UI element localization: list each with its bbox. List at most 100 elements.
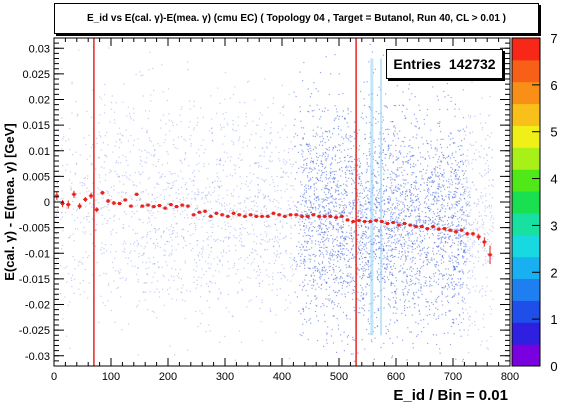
- density-cell: [227, 225, 229, 228]
- density-cell: [296, 201, 299, 203]
- density-cell: [345, 194, 347, 196]
- density-cell: [95, 137, 98, 140]
- density-cell: [331, 187, 333, 189]
- density-cell: [447, 295, 449, 297]
- density-cell: [420, 287, 422, 289]
- density-cell: [85, 206, 87, 208]
- density-cell: [318, 199, 320, 201]
- density-cell: [419, 219, 421, 221]
- density-cell: [395, 241, 397, 243]
- density-cell: [187, 349, 189, 351]
- density-cell: [423, 285, 425, 287]
- density-cell: [472, 144, 475, 146]
- density-cell: [245, 197, 247, 199]
- density-cell: [203, 165, 205, 167]
- density-cell: [418, 209, 420, 211]
- density-cell: [344, 172, 346, 174]
- density-cell: [436, 202, 438, 205]
- density-cell: [125, 192, 127, 194]
- density-cell: [475, 188, 477, 190]
- density-cell: [327, 202, 329, 204]
- density-cell: [326, 342, 328, 344]
- density-cell: [461, 210, 463, 212]
- density-cell: [375, 111, 377, 113]
- density-cell: [304, 279, 306, 281]
- density-cell: [394, 243, 396, 245]
- density-cell: [303, 222, 306, 224]
- density-cell: [117, 270, 119, 272]
- density-cell: [399, 270, 401, 272]
- density-cell: [464, 225, 466, 227]
- density-cell: [433, 253, 435, 255]
- density-cell: [399, 222, 402, 224]
- density-cell: [277, 185, 279, 187]
- density-cell: [80, 221, 82, 224]
- density-cell: [327, 240, 330, 242]
- density-cell: [265, 226, 268, 228]
- density-cell: [65, 207, 67, 209]
- density-cell: [389, 173, 391, 175]
- density-cell: [365, 262, 367, 264]
- density-cell: [352, 244, 354, 246]
- density-cell: [272, 245, 275, 247]
- density-cell: [160, 119, 162, 121]
- density-cell: [148, 210, 150, 212]
- density-cell: [403, 242, 405, 244]
- density-cell: [333, 119, 335, 122]
- density-cell: [462, 194, 464, 196]
- density-cell: [79, 182, 81, 184]
- density-cell: [445, 314, 447, 316]
- density-cell: [121, 200, 124, 202]
- density-cell: [260, 212, 262, 214]
- density-cell: [286, 136, 288, 138]
- density-cell: [447, 284, 450, 286]
- density-cell: [352, 206, 354, 209]
- density-cell: [449, 132, 452, 134]
- density-cell: [130, 135, 132, 137]
- density-cell: [389, 197, 391, 199]
- density-cell: [373, 358, 375, 360]
- density-cell: [345, 191, 347, 193]
- density-cell: [420, 170, 422, 173]
- density-cell: [396, 219, 398, 221]
- density-cell: [467, 318, 470, 320]
- density-cell: [441, 241, 443, 243]
- density-cell: [260, 321, 262, 323]
- density-cell: [328, 93, 330, 96]
- density-cell: [362, 297, 365, 299]
- density-cell: [437, 208, 439, 210]
- density-cell: [102, 302, 104, 304]
- density-cell: [406, 173, 409, 175]
- density-cell: [423, 319, 425, 321]
- density-cell: [475, 141, 477, 143]
- density-cell: [395, 246, 397, 249]
- density-cell: [304, 241, 306, 243]
- density-cell: [234, 244, 236, 246]
- density-cell: [303, 258, 305, 260]
- density-cell: [444, 211, 446, 213]
- density-cell: [359, 145, 361, 147]
- density-cell: [367, 194, 369, 196]
- density-cell: [460, 193, 462, 195]
- density-cell: [330, 73, 332, 75]
- density-cell: [132, 229, 134, 231]
- density-cell: [479, 113, 481, 115]
- density-cell: [361, 268, 363, 270]
- density-cell: [351, 222, 353, 224]
- density-cell: [389, 306, 392, 308]
- density-cell: [163, 276, 165, 278]
- density-cell: [439, 167, 441, 170]
- density-cell: [359, 276, 361, 278]
- density-cell: [399, 153, 402, 155]
- density-cell: [361, 339, 363, 341]
- density-cell: [351, 241, 353, 243]
- density-cell: [400, 223, 402, 225]
- density-cell: [441, 151, 443, 154]
- density-cell: [323, 199, 326, 201]
- density-cell: [437, 158, 440, 160]
- density-cell: [453, 295, 455, 297]
- density-cell: [426, 285, 428, 287]
- density-cell: [134, 241, 136, 243]
- density-cell: [390, 144, 392, 146]
- density-cell: [448, 277, 450, 279]
